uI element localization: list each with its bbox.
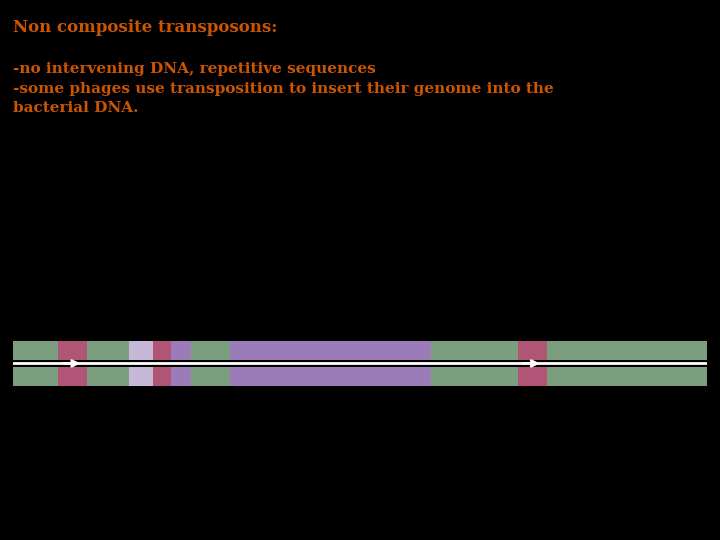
Bar (129, 367, 153, 386)
Text: Non composite transposons:: Non composite transposons: (13, 19, 277, 36)
Bar (153, 341, 171, 360)
Bar (58, 341, 87, 360)
Text: Mu (38 000 bp): Mu (38 000 bp) (323, 254, 423, 267)
Bar (58, 341, 87, 360)
Text: Ripetizione
fiancheggiante
diretta: Ripetizione fiancheggiante diretta (617, 427, 701, 462)
Bar (546, 341, 707, 360)
Bar (251, 341, 431, 360)
Bar (230, 367, 251, 386)
Bar (518, 367, 546, 386)
Bar (230, 341, 251, 360)
Bar (13, 367, 58, 386)
Text: Altri geni
del fago: Altri geni del fago (137, 427, 189, 449)
Text: Ripetizione
fiancheggiante
diretta: Ripetizione fiancheggiante diretta (14, 427, 98, 462)
Bar (171, 341, 192, 360)
Bar (518, 367, 546, 386)
Bar (58, 367, 87, 386)
Bar (518, 341, 546, 360)
Bar (546, 367, 707, 386)
Bar (431, 341, 518, 360)
Bar (129, 341, 153, 360)
Bar (192, 367, 230, 386)
Bar (431, 367, 518, 386)
Bar (171, 367, 192, 386)
Bar (87, 367, 129, 386)
Bar (192, 341, 230, 360)
Bar (58, 367, 87, 386)
Bar (518, 341, 546, 360)
Bar (153, 367, 171, 386)
Bar (13, 341, 58, 360)
Text: -no intervening DNA, repetitive sequences
-some phages use transposition to inse: -no intervening DNA, repetitive sequence… (13, 62, 554, 115)
Bar (87, 341, 129, 360)
Text: Geni per testa e coda: Geni per testa e coda (269, 409, 389, 419)
Bar (251, 367, 431, 386)
